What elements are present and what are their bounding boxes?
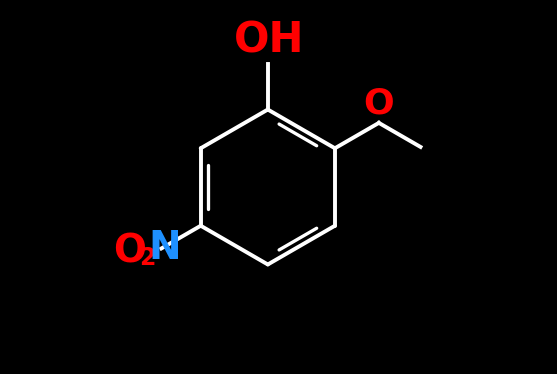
- Text: OH: OH: [233, 19, 304, 61]
- Text: O: O: [364, 86, 394, 120]
- Text: O: O: [113, 232, 146, 270]
- Text: N: N: [148, 229, 181, 267]
- Text: 2: 2: [139, 246, 155, 270]
